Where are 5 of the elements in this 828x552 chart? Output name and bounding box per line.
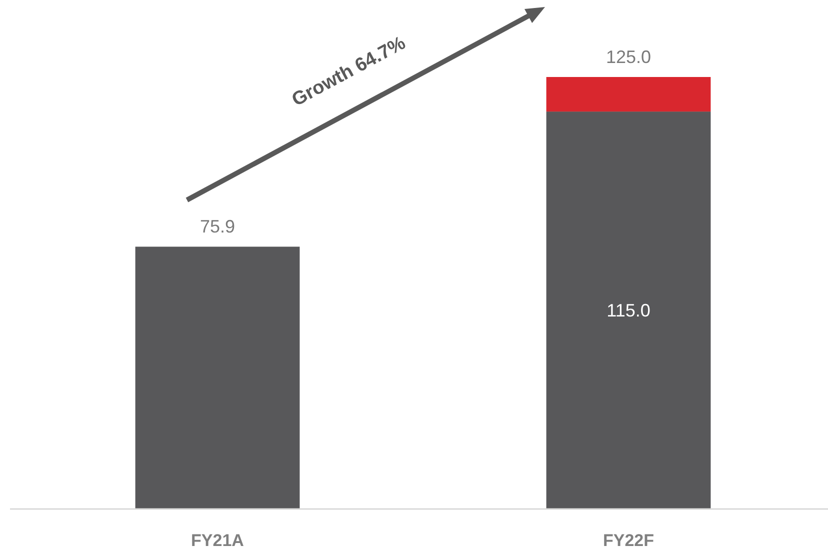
x-tick-label: FY21A [191,531,244,550]
data-label: 115.0 [606,300,650,320]
x-tick-label: FY22F [602,531,654,550]
total-label: 125.0 [606,47,652,67]
total-label: 75.9 [200,216,236,237]
